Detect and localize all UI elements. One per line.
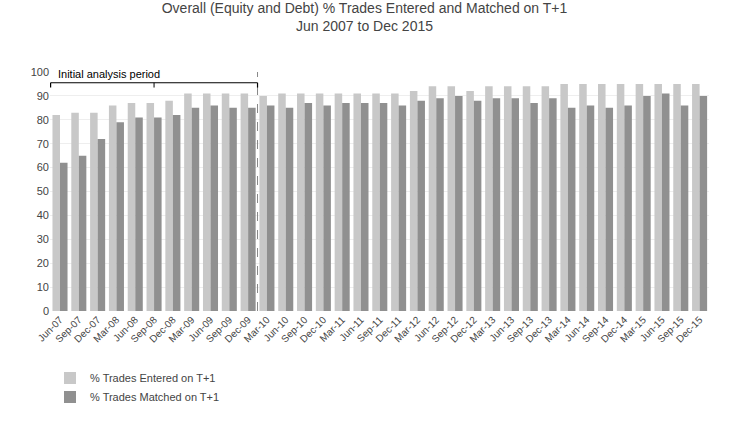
svg-text:Jun-14: Jun-14 xyxy=(562,314,592,344)
svg-text:Mar-15: Mar-15 xyxy=(618,314,648,344)
svg-text:40: 40 xyxy=(37,209,49,221)
svg-text:Dec-13: Dec-13 xyxy=(523,314,554,345)
svg-text:Sep-10: Sep-10 xyxy=(279,314,310,345)
svg-text:30: 30 xyxy=(37,233,49,245)
svg-text:Jun-11: Jun-11 xyxy=(337,314,366,343)
svg-text:Mar-10: Mar-10 xyxy=(242,314,272,344)
svg-text:Jun-15: Jun-15 xyxy=(638,314,668,344)
svg-text:90: 90 xyxy=(37,90,49,102)
svg-text:70: 70 xyxy=(37,138,49,150)
svg-text:10: 10 xyxy=(37,281,49,293)
svg-text:Jun-08: Jun-08 xyxy=(111,314,141,344)
svg-text:Dec-14: Dec-14 xyxy=(599,314,630,345)
svg-text:Dec-15: Dec-15 xyxy=(674,314,705,345)
svg-text:Sep-07: Sep-07 xyxy=(53,314,84,345)
svg-text:20: 20 xyxy=(37,257,49,269)
svg-text:Jun-09: Jun-09 xyxy=(186,314,216,344)
svg-text:Jun-13: Jun-13 xyxy=(487,314,517,344)
svg-text:Sep-09: Sep-09 xyxy=(204,314,235,345)
svg-text:Sep-14: Sep-14 xyxy=(580,314,611,345)
svg-text:Mar-13: Mar-13 xyxy=(467,314,497,344)
svg-text:Mar-08: Mar-08 xyxy=(91,314,121,344)
svg-text:Dec-10: Dec-10 xyxy=(298,314,329,345)
svg-text:Jun-07: Jun-07 xyxy=(36,314,66,344)
svg-text:Mar-11: Mar-11 xyxy=(317,314,347,344)
svg-text:0: 0 xyxy=(43,305,49,317)
svg-text:Dec-09: Dec-09 xyxy=(222,314,253,345)
svg-text:Dec-12: Dec-12 xyxy=(448,314,479,345)
svg-text:Dec-08: Dec-08 xyxy=(147,314,178,345)
svg-text:Jun-10: Jun-10 xyxy=(261,314,291,344)
svg-text:Sep-08: Sep-08 xyxy=(128,314,159,345)
svg-text:Dec-11: Dec-11 xyxy=(374,314,404,344)
svg-text:Jun-12: Jun-12 xyxy=(412,314,442,344)
svg-text:% Trades Matched on T+1: % Trades Matched on T+1 xyxy=(90,391,219,403)
svg-text:Mar-12: Mar-12 xyxy=(392,314,422,344)
svg-text:Sep-15: Sep-15 xyxy=(655,314,686,345)
svg-text:Mar-14: Mar-14 xyxy=(543,314,573,344)
svg-text:Initial analysis period: Initial analysis period xyxy=(58,68,160,80)
svg-text:80: 80 xyxy=(37,114,49,126)
svg-text:Dec-07: Dec-07 xyxy=(72,314,103,345)
svg-text:Sep-11: Sep-11 xyxy=(355,314,385,344)
svg-text:Sep-13: Sep-13 xyxy=(505,314,536,345)
svg-text:Sep-12: Sep-12 xyxy=(429,314,460,345)
svg-text:100: 100 xyxy=(31,66,49,78)
svg-text:Overall (Equity and Debt) % Tr: Overall (Equity and Debt) % Trades Enter… xyxy=(162,0,568,34)
svg-text:50: 50 xyxy=(37,185,49,197)
svg-text:% Trades Entered on T+1: % Trades Entered on T+1 xyxy=(90,372,215,384)
svg-text:60: 60 xyxy=(37,161,49,173)
svg-text:Mar-09: Mar-09 xyxy=(166,314,196,344)
